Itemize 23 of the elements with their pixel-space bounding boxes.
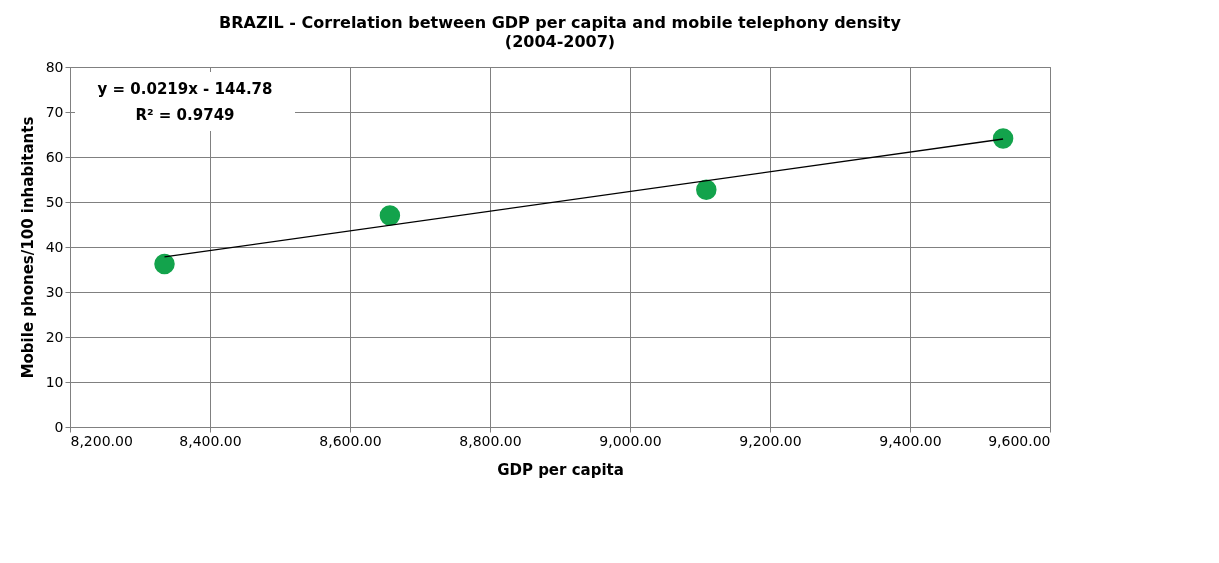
y-tick-label: 10 — [45, 373, 64, 390]
x-tick-label: 8,600.00 — [319, 432, 382, 449]
x-axis-title: GDP per capita — [497, 460, 624, 479]
y-tick-label: 80 — [45, 58, 64, 75]
x-tick-label: 9,000.00 — [599, 432, 662, 449]
x-tick-label: 8,200.00 — [70, 432, 133, 449]
chart-subtitle: (2004-2007) — [504, 32, 616, 51]
y-tick-label: 50 — [45, 193, 64, 210]
y-tick-label: 40 — [45, 238, 64, 255]
x-tick-label: 9,600.00 — [988, 432, 1051, 449]
y-tick-label: 70 — [45, 103, 64, 120]
annotation: R² = 0.9749 — [135, 106, 235, 124]
x-tick-label: 9,400.00 — [879, 432, 942, 449]
y-tick-label: 20 — [45, 328, 64, 345]
y-tick-label: 0 — [54, 418, 64, 435]
x-tick-label: 8,400.00 — [179, 432, 242, 449]
chart-title: BRAZIL - Correlation between GDP per capita and mobile telephony density — [219, 13, 902, 32]
annotation: y = 0.0219x - 144.78 — [97, 80, 273, 98]
x-tick-label: 8,800.00 — [459, 432, 522, 449]
x-tick-label: 9,200.00 — [739, 432, 802, 449]
y-axis-title: Mobile phones/100 inhabitants — [18, 116, 37, 379]
y-tick-label: 60 — [45, 148, 64, 165]
y-tick-label: 30 — [45, 283, 64, 300]
